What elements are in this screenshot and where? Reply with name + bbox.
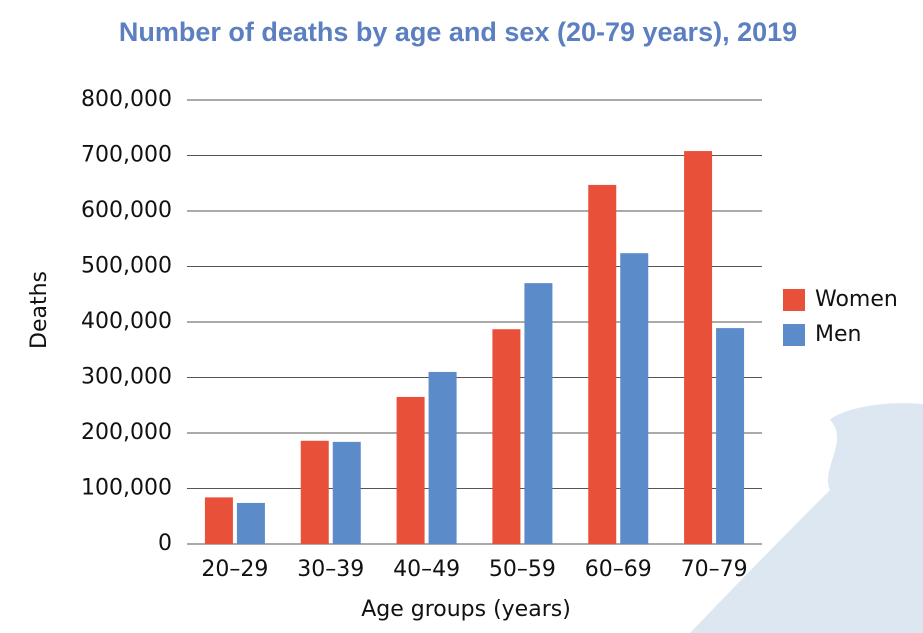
y-tick-label: 500,000 — [81, 254, 172, 279]
bar — [428, 371, 457, 544]
bar — [396, 396, 425, 544]
bar — [236, 502, 265, 544]
y-tick-label: 400,000 — [81, 309, 172, 334]
bar — [716, 328, 745, 544]
bar — [684, 151, 713, 544]
x-axis-label: Age groups (years) — [361, 597, 571, 622]
y-tick-label: 600,000 — [81, 198, 172, 223]
bar — [492, 329, 521, 544]
x-tick-label: 70–79 — [681, 557, 748, 582]
legend-label: Women — [815, 287, 898, 312]
legend-label: Men — [815, 322, 861, 347]
y-tick-label: 0 — [158, 531, 172, 556]
chart-title: Number of deaths by age and sex (20-79 y… — [119, 17, 797, 47]
bar — [300, 440, 329, 544]
x-tick-label: 40–49 — [393, 557, 460, 582]
bar — [524, 283, 553, 544]
bar — [332, 441, 361, 544]
legend-swatch — [783, 289, 805, 311]
background-shape — [690, 403, 923, 633]
x-tick-label: 30–39 — [297, 557, 364, 582]
y-axis-label: Deaths — [27, 271, 52, 349]
x-tick-label: 20–29 — [201, 557, 268, 582]
bar — [204, 497, 233, 544]
y-tick-label: 300,000 — [81, 365, 172, 390]
y-tick-label: 700,000 — [81, 143, 172, 168]
y-tick-label: 800,000 — [81, 87, 172, 112]
y-tick-label: 100,000 — [81, 476, 172, 501]
bar — [620, 253, 649, 544]
legend-swatch — [783, 324, 805, 346]
y-tick-label: 200,000 — [81, 420, 172, 445]
bar — [588, 184, 617, 545]
x-tick-label: 50–59 — [489, 557, 556, 582]
x-tick-label: 60–69 — [585, 557, 652, 582]
